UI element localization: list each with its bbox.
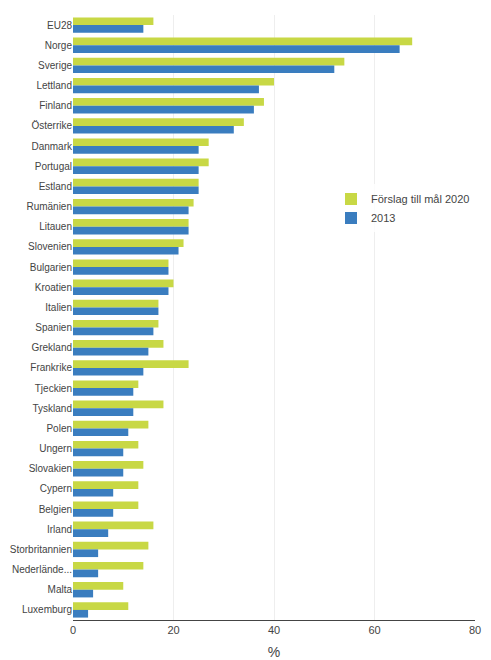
svg-text:Tjeckien: Tjeckien [35,383,72,394]
svg-text:40: 40 [268,624,280,636]
svg-text:Slovakien: Slovakien [29,463,72,474]
svg-text:Spanien: Spanien [35,322,72,333]
svg-text:Finland: Finland [39,100,72,111]
svg-text:Danmark: Danmark [31,141,73,152]
svg-text:Förslag till mål 2020: Förslag till mål 2020 [371,193,469,205]
svg-text:2013: 2013 [371,212,395,224]
svg-text:0: 0 [70,624,76,636]
svg-text:Ungern: Ungern [39,443,72,454]
svg-text:Frankrike: Frankrike [30,362,72,373]
svg-text:Kroatien: Kroatien [35,282,72,293]
svg-text:Portugal: Portugal [35,161,72,172]
svg-text:Lettland: Lettland [36,80,72,91]
svg-text:Slovenien: Slovenien [28,241,72,252]
svg-text:Italien: Italien [45,302,72,313]
svg-text:Grekland: Grekland [31,342,72,353]
svg-text:Tyskland: Tyskland [33,403,72,414]
svg-text:EU28: EU28 [47,20,72,31]
svg-text:%: % [268,644,280,660]
svg-text:Bulgarien: Bulgarien [30,262,72,273]
svg-text:Polen: Polen [46,423,72,434]
svg-text:Estland: Estland [39,181,72,192]
svg-text:Luxemburg: Luxemburg [22,604,72,615]
svg-text:Sverige: Sverige [38,60,72,71]
svg-text:Belgien: Belgien [39,504,72,515]
svg-text:Österrike: Österrike [31,120,72,131]
svg-text:Litauen: Litauen [39,221,72,232]
svg-text:Norge: Norge [45,40,73,51]
svg-text:Malta: Malta [48,584,73,595]
svg-text:Rumänien: Rumänien [26,201,72,212]
svg-text:Nederlände...: Nederlände... [12,564,72,575]
svg-text:Cypern: Cypern [40,483,72,494]
svg-text:60: 60 [368,624,380,636]
svg-text:20: 20 [167,624,179,636]
svg-text:Irland: Irland [47,524,72,535]
svg-text:80: 80 [469,624,481,636]
svg-text:Storbritannien: Storbritannien [10,544,72,555]
